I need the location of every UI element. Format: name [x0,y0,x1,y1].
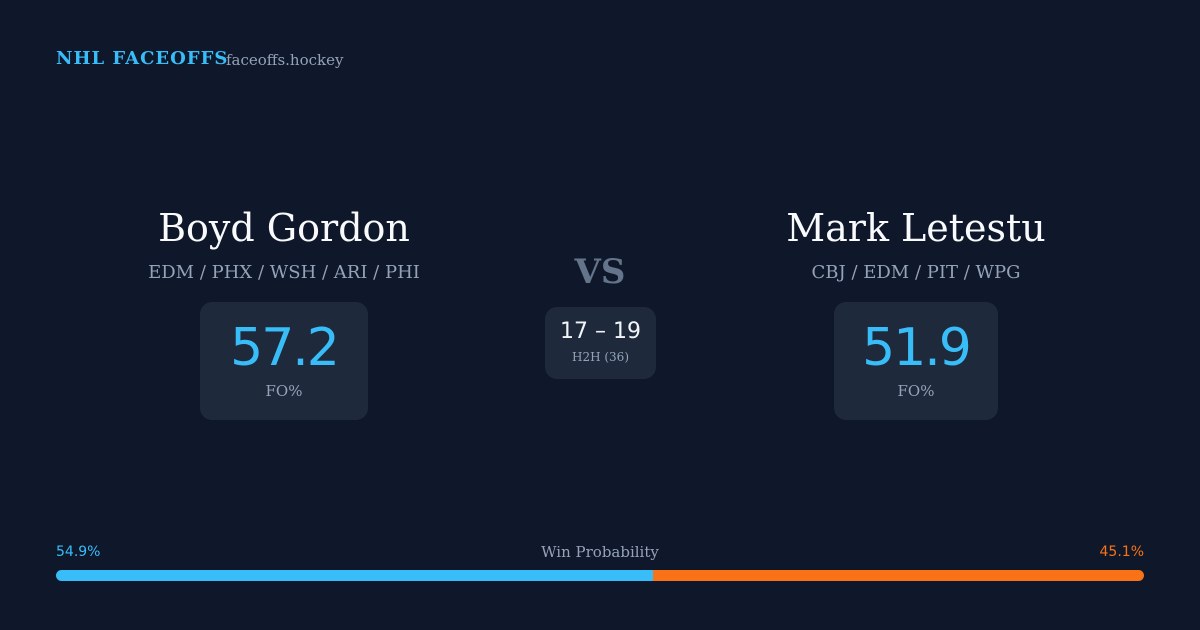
win-prob-left: 54.9% [56,544,101,560]
h2h-label: H2H (36) [571,350,629,364]
win-prob-title: Win Probability [541,543,659,561]
site[interactable]: faceoffs.hockey [226,51,344,69]
fo-value: 51.9 [862,318,972,378]
h2h-score: 17 – 19 [560,319,641,344]
fo-card: 51.9 FO% [834,302,998,420]
player-teams: EDM / PHX / WSH / ARI / PHI [148,262,420,283]
win-prob-right: 45.1% [1099,544,1144,560]
win-prob-segment [653,570,1144,581]
fo-label: FO% [265,382,303,400]
player-name: Boyd Gordon [158,206,410,250]
player-name: Mark Letestu [786,206,1046,250]
fo-label: FO% [897,382,935,400]
h2h-card: 17 – 19 H2H (36) [545,307,656,379]
fo-card: 57.2 FO% [200,302,368,420]
win-prob-segment [56,570,654,581]
brand[interactable]: NHL FACEOFFS [56,48,229,69]
win-prob-bar [56,570,1144,581]
fo-value: 57.2 [230,318,340,378]
vs: VS [574,252,626,292]
player-teams: CBJ / EDM / PIT / WPG [811,262,1021,283]
